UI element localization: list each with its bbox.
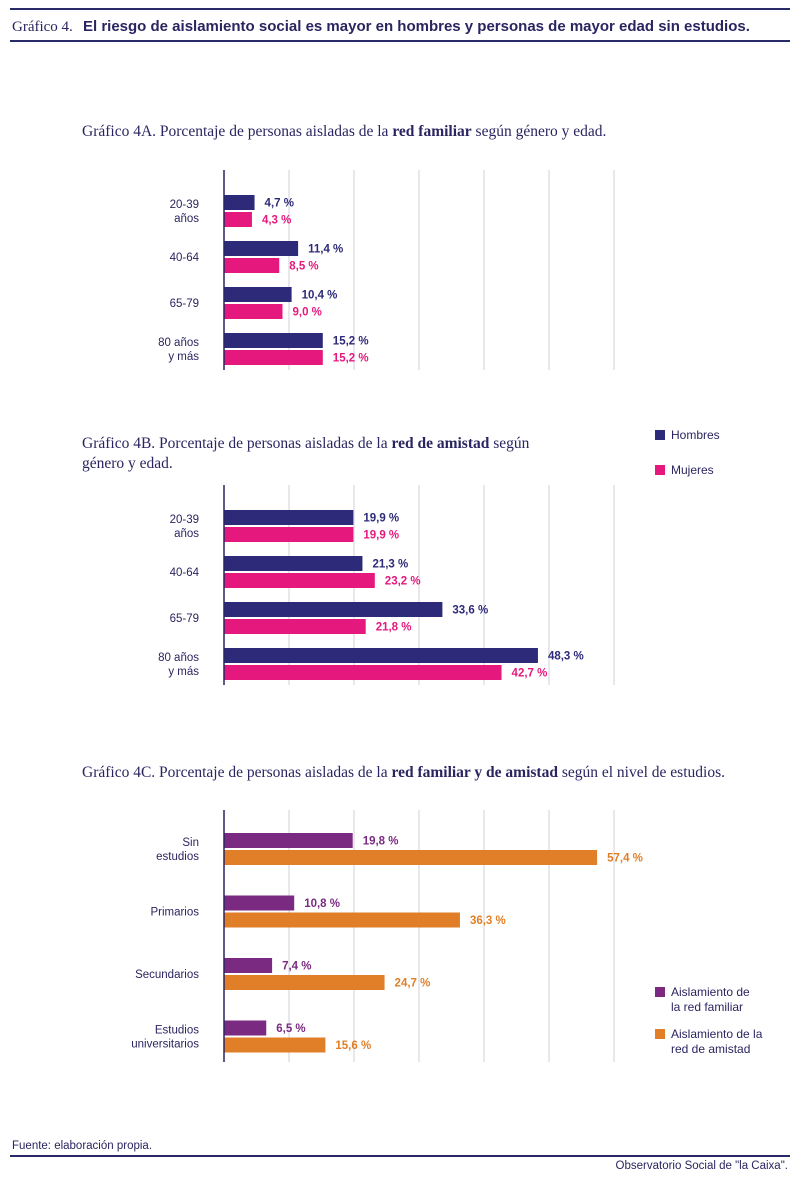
- chart-4b-bar: [224, 665, 502, 680]
- chart-4c-data-label: 57,4 %: [607, 853, 643, 865]
- legend-swatch-amistad: [655, 1029, 665, 1039]
- chart-4a-category-label: 20-39: [170, 199, 199, 211]
- chart-4a-data-label: 9,0 %: [293, 307, 322, 319]
- chart-4a-bar: [224, 195, 255, 210]
- chart-4b-bar: [224, 527, 354, 542]
- legend-label-familiar-1: Aislamiento de: [671, 985, 750, 999]
- chart-4b-bar: [224, 556, 363, 571]
- chart-4a-bar: [224, 258, 280, 273]
- legend-label-amistad-1: Aislamiento de la: [671, 1027, 763, 1041]
- chart-4c: 19,8 % 57,4 % Sin estudios 10,8 % 36,3 % Prima…: [131, 810, 643, 1062]
- chart-4c-category-label: universitarios: [131, 1039, 199, 1051]
- figure-header: Gráfico 4. El riesgo de aislamiento soci…: [12, 18, 750, 36]
- chart-4b-data-label: 33,6 %: [452, 605, 488, 617]
- chart-4a-bar: [224, 333, 323, 348]
- chart-4c-bar: [224, 958, 273, 973]
- chart-4b-bar: [224, 602, 443, 617]
- footer-rule: [10, 1155, 790, 1157]
- chart-4a-category-label: 40-64: [170, 252, 200, 264]
- chart-4a-bar: [224, 304, 283, 319]
- chart-4a-title-bold: red familiar: [392, 123, 472, 140]
- chart-4c-data-label: 10,8 %: [304, 898, 340, 910]
- chart-4b-category-label: 80 años: [158, 652, 199, 664]
- chart-4c-title-suffix: según el nivel de estudios.: [557, 764, 725, 781]
- header-rule: [10, 40, 790, 42]
- chart-4c-category-label: Estudios: [155, 1025, 199, 1037]
- chart-4c-title-prefix: Gráfico 4C. Porcentaje de personas aisla…: [82, 764, 392, 781]
- chart-4c-data-label: 6,5 %: [276, 1023, 305, 1035]
- chart-4b-category-label: 40-64: [170, 567, 200, 579]
- chart-4a-data-label: 15,2 %: [333, 336, 369, 348]
- figure-label: Gráfico 4.: [12, 19, 73, 35]
- chart-4b-bar: [224, 573, 375, 588]
- chart-4b-data-label: 21,3 %: [372, 559, 408, 571]
- chart-4c-category-label: Secundarios: [135, 969, 199, 981]
- legend-swatch-familiar: [655, 987, 665, 997]
- chart-4c-bar: [224, 895, 295, 911]
- chart-4b-title-prefix: Gráfico 4B. Porcentaje de personas aisla…: [82, 435, 392, 452]
- chart-4c-title: Gráfico 4C. Porcentaje de personas aisla…: [82, 763, 725, 783]
- chart-4a-data-label: 4,7 %: [265, 198, 294, 210]
- legend-label-familiar-2: la red familiar: [671, 1000, 744, 1014]
- chart-4c-data-label: 7,4 %: [282, 961, 311, 973]
- chart-4a-category-label: 80 años: [158, 337, 199, 349]
- chart-4a-data-label: 11,4 %: [308, 244, 343, 256]
- legend-swatch-hombres: [655, 430, 665, 440]
- chart-4b-data-label: 19,9 %: [363, 530, 399, 542]
- chart-4b-title-bold: red de amistad: [391, 435, 490, 452]
- chart-4b-category-label: y más: [168, 666, 199, 678]
- chart-4b-bar: [224, 510, 354, 525]
- chart-4b-category-label: 20-39: [170, 514, 199, 526]
- chart-4a: 4,7 % 4,3 % 20-39 años 11,4 % 8,5 % 40-64 10,4 …: [158, 170, 615, 370]
- chart-4c-category-label: Primarios: [150, 907, 199, 919]
- chart-4b-data-label: 48,3 %: [548, 651, 584, 663]
- top-rule: [10, 8, 790, 10]
- chart-4b-data-label: 23,2 %: [385, 576, 421, 588]
- chart-4b-data-label: 19,9 %: [363, 513, 399, 525]
- chart-4c-bar: [224, 833, 353, 848]
- legend-label-hombres: Hombres: [671, 428, 720, 442]
- chart-4a-bar: [224, 241, 299, 256]
- chart-4a-title-prefix: Gráfico 4A. Porcentaje de personas aisla…: [82, 123, 393, 140]
- chart-4b-bar: [224, 619, 366, 634]
- chart-4c-category-label: estudios: [156, 851, 199, 863]
- chart-4a-data-label: 10,4 %: [302, 290, 338, 302]
- chart-4a-category-label: 65-79: [170, 298, 199, 310]
- chart-4c-bar: [224, 975, 385, 990]
- chart-4c-bar: [224, 1037, 326, 1053]
- chart-4c-title-bold: red familiar y de amistad: [391, 764, 558, 781]
- chart-4b-title-suffix: según género y edad.: [82, 435, 530, 472]
- source-note: Fuente: elaboración propia.: [12, 1140, 153, 1152]
- chart-4c-bar: [224, 850, 598, 865]
- chart-4b-category-label: 65-79: [170, 613, 199, 625]
- chart-4b-title: Gráfico 4B. Porcentaje de personas aisla…: [82, 434, 552, 474]
- chart-4a-bar: [224, 287, 292, 302]
- chart-4b-bar: [224, 648, 538, 663]
- chart-4a-data-label: 4,3 %: [262, 215, 291, 227]
- chart-4a-data-label: 8,5 %: [289, 261, 318, 273]
- chart-4a-title: Gráfico 4A. Porcentaje de personas aisla…: [82, 122, 606, 142]
- footer-credit: Observatorio Social de "la Caixa".: [615, 1160, 788, 1172]
- chart-4a-bar: [224, 212, 252, 227]
- chart-4c-bar: [224, 912, 460, 928]
- legend-label-mujeres: Mujeres: [671, 463, 714, 477]
- chart-4a-category-label: y más: [168, 351, 199, 363]
- chart-4c-category-label: Sin: [182, 837, 199, 849]
- chart-4c-data-label: 36,3 %: [470, 915, 506, 927]
- chart-4a-bar: [224, 350, 323, 365]
- chart-4b-data-label: 21,8 %: [376, 622, 412, 634]
- chart-4c-bar: [224, 1020, 267, 1036]
- chart-4c-data-label: 19,8 %: [363, 836, 399, 848]
- chart-4b-data-label: 42,7 %: [512, 668, 548, 680]
- legend-label-amistad-2: red de amistad: [671, 1042, 751, 1056]
- legend-swatch-mujeres: [655, 465, 665, 475]
- chart-4c-data-label: 24,7 %: [395, 978, 431, 990]
- chart-4c-data-label: 15,6 %: [335, 1040, 371, 1052]
- chart-4a-title-suffix: según género y edad.: [471, 123, 607, 140]
- chart-4a-data-label: 15,2 %: [333, 353, 369, 365]
- chart-4a-category-label: años: [174, 213, 199, 225]
- chart-4b-category-label: años: [174, 528, 199, 540]
- figure-title: El riesgo de aislamiento social es mayor…: [82, 18, 750, 35]
- chart-4b: 19,9 % 19,9 % 20-39 años 21,3 % 23,2 % 40-64 33…: [158, 485, 615, 685]
